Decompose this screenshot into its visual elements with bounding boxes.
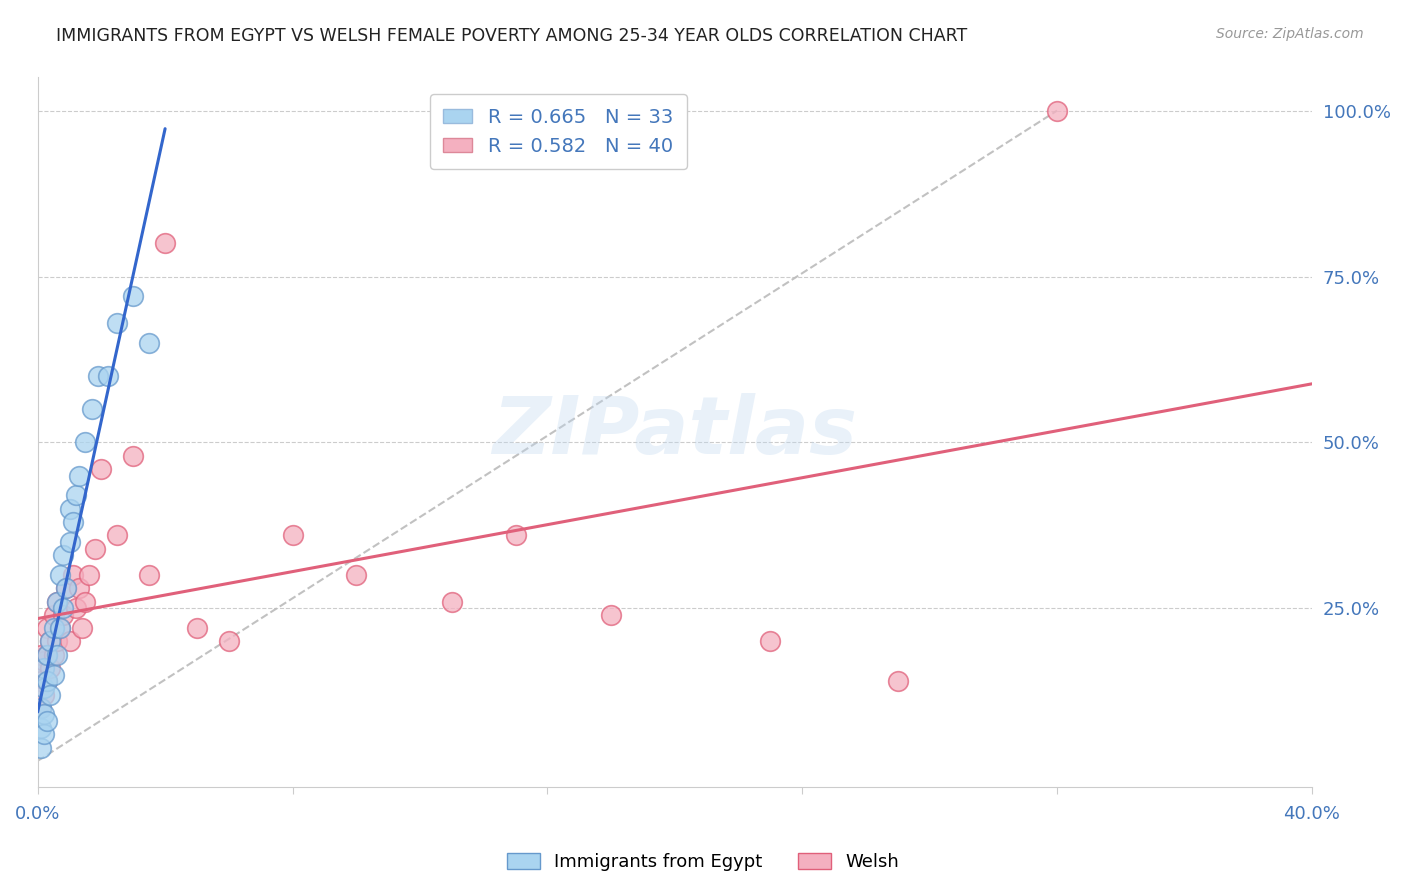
Point — [52, 607, 75, 622]
Point — [49, 568, 72, 582]
Point — [32, 727, 55, 741]
Point — [80, 402, 103, 417]
Point — [186, 621, 208, 635]
Point — [42, 607, 65, 622]
Point — [84, 541, 107, 556]
Point — [37, 648, 59, 662]
Point — [39, 661, 62, 675]
Point — [759, 634, 782, 648]
Point — [65, 601, 87, 615]
Point — [90, 462, 112, 476]
Point — [153, 236, 176, 251]
Point — [887, 674, 910, 689]
Point — [52, 601, 75, 615]
Point — [32, 688, 55, 702]
Point — [52, 548, 75, 562]
Point — [122, 449, 145, 463]
Point — [32, 661, 55, 675]
Point — [62, 515, 84, 529]
Point — [37, 714, 59, 728]
Point — [72, 621, 94, 635]
Point — [32, 681, 55, 695]
Point — [32, 707, 55, 722]
Point — [77, 568, 100, 582]
Point — [440, 594, 463, 608]
Point — [45, 648, 67, 662]
Point — [75, 435, 97, 450]
Point — [58, 501, 80, 516]
Point — [42, 648, 65, 662]
Point — [105, 528, 128, 542]
Point — [49, 621, 72, 635]
Point — [42, 667, 65, 681]
Point — [600, 607, 623, 622]
Point — [37, 648, 59, 662]
Point — [218, 634, 240, 648]
Point — [45, 594, 67, 608]
Point — [87, 369, 110, 384]
Point — [138, 568, 160, 582]
Point — [30, 721, 52, 735]
Point — [505, 528, 527, 542]
Point — [49, 621, 72, 635]
Point — [39, 634, 62, 648]
Point — [138, 335, 160, 350]
Point — [37, 621, 59, 635]
Text: Source: ZipAtlas.com: Source: ZipAtlas.com — [1216, 27, 1364, 41]
Point — [67, 582, 90, 596]
Point — [67, 468, 90, 483]
Point — [37, 674, 59, 689]
Point — [39, 634, 62, 648]
Point — [42, 621, 65, 635]
Text: ZIPatlas: ZIPatlas — [492, 393, 858, 472]
Legend: Immigrants from Egypt, Welsh: Immigrants from Egypt, Welsh — [499, 846, 907, 879]
Point — [122, 289, 145, 303]
Legend: R = 0.665   N = 33, R = 0.582   N = 40: R = 0.665 N = 33, R = 0.582 N = 40 — [430, 95, 688, 169]
Point — [65, 488, 87, 502]
Point — [97, 369, 120, 384]
Point — [75, 594, 97, 608]
Point — [32, 654, 55, 668]
Point — [30, 674, 52, 689]
Point — [30, 700, 52, 714]
Point — [39, 688, 62, 702]
Point — [58, 535, 80, 549]
Point — [30, 700, 52, 714]
Point — [281, 528, 304, 542]
Point — [55, 582, 77, 596]
Text: IMMIGRANTS FROM EGYPT VS WELSH FEMALE POVERTY AMONG 25-34 YEAR OLDS CORRELATION : IMMIGRANTS FROM EGYPT VS WELSH FEMALE PO… — [56, 27, 967, 45]
Point — [30, 740, 52, 755]
Point — [1046, 103, 1069, 118]
Point — [105, 316, 128, 330]
Point — [55, 582, 77, 596]
Point — [45, 634, 67, 648]
Point — [344, 568, 367, 582]
Point — [37, 674, 59, 689]
Point — [58, 634, 80, 648]
Point — [30, 648, 52, 662]
Point — [62, 568, 84, 582]
Point — [45, 594, 67, 608]
